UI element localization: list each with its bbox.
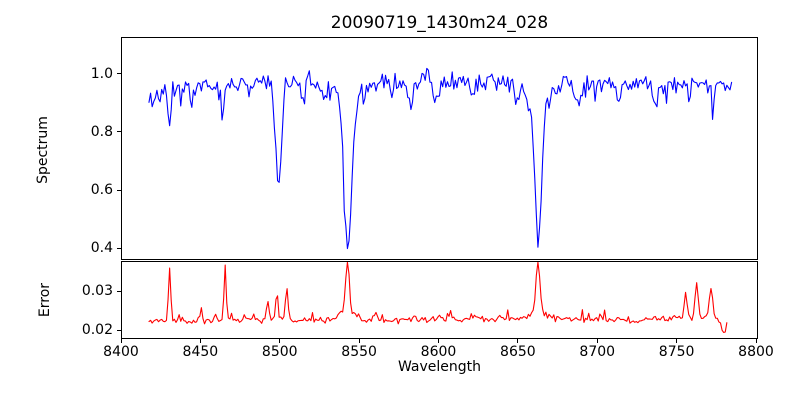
error-y-tick-label: 0.02 <box>81 322 113 339</box>
spectrum-y-tick-mark <box>117 247 121 249</box>
x-tick-mark <box>755 339 757 343</box>
error-plot-area <box>148 262 728 334</box>
spectrum-y-tick-mark <box>117 189 121 191</box>
x-tick-label: 8750 <box>658 344 695 360</box>
error-y-tick-label: 0.03 <box>81 283 113 300</box>
error-y-tick-mark <box>117 329 121 331</box>
x-tick-label: 8650 <box>500 344 536 360</box>
spectrum-y-tick-label: 0.6 <box>90 182 113 199</box>
spectrum-y-axis-label: Spectrum <box>35 116 51 184</box>
error-y-tick-mark <box>117 290 121 292</box>
x-axis-label: Wavelength <box>397 359 482 375</box>
spectrum-y-tick-label: 0.4 <box>90 240 113 257</box>
x-tick-label: 8450 <box>182 344 219 360</box>
spectrum-y-tick-label: 0.8 <box>90 123 113 140</box>
x-tick-label: 8700 <box>579 344 616 360</box>
spectrum-y-tick-mark <box>117 73 121 75</box>
x-tick-label: 8500 <box>261 344 298 360</box>
x-tick-mark <box>517 339 519 343</box>
error-y-axis-label: Error <box>37 282 53 318</box>
x-tick-label: 8800 <box>738 344 774 360</box>
spectrum-line <box>148 67 733 250</box>
spectrum-y-tick-mark <box>117 131 121 133</box>
error-axes <box>121 261 758 339</box>
x-tick-label: 8600 <box>420 344 457 360</box>
x-tick-mark <box>596 339 598 343</box>
spectrum-axes <box>121 37 758 260</box>
spectrum-y-tick-label: 1.0 <box>90 65 113 82</box>
x-tick-mark <box>120 339 122 343</box>
x-tick-mark <box>438 339 439 343</box>
x-tick-mark <box>279 339 281 343</box>
x-tick-label: 8550 <box>341 344 377 360</box>
x-tick-mark <box>358 339 360 343</box>
chart-title: 20090719_1430m24_028 <box>330 13 549 33</box>
x-tick-label: 8400 <box>103 344 139 360</box>
error-line <box>148 262 728 334</box>
spectrum-plot-area <box>148 67 733 250</box>
x-tick-mark <box>199 339 201 343</box>
x-tick-mark <box>676 339 678 343</box>
